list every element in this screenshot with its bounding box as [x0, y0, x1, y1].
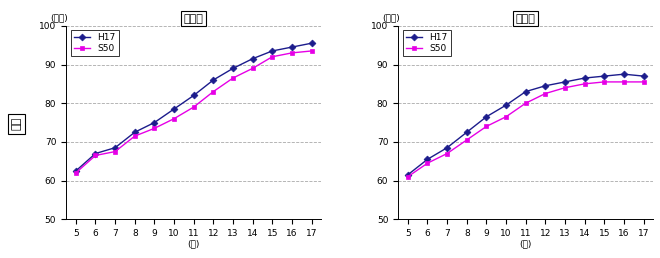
X-axis label: (歳): (歳) [187, 239, 200, 248]
H17 [269, 49, 277, 52]
H17 [150, 121, 158, 124]
Legend: H17, S50: H17, S50 [403, 30, 451, 56]
H17 [620, 73, 628, 76]
S50 [170, 117, 178, 120]
S50 [522, 102, 530, 105]
Text: 座高: 座高 [11, 117, 22, 131]
S50 [561, 86, 569, 89]
Text: (っん): (っん) [383, 13, 401, 22]
S50 [249, 67, 257, 70]
S50 [288, 51, 296, 54]
Title: 女　子: 女 子 [515, 14, 536, 24]
S50 [229, 77, 237, 80]
H17 [288, 45, 296, 49]
S50 [72, 171, 80, 174]
Text: (っん): (っん) [51, 13, 69, 22]
H17 [522, 90, 530, 93]
H17 [443, 146, 451, 149]
S50 [209, 90, 217, 93]
S50 [620, 80, 628, 84]
H17 [308, 42, 315, 45]
S50 [424, 162, 432, 165]
Line: H17: H17 [73, 41, 314, 173]
S50 [541, 92, 549, 95]
H17 [541, 84, 549, 87]
H17 [229, 67, 237, 70]
H17 [209, 78, 217, 82]
S50 [111, 150, 119, 153]
H17 [601, 75, 609, 78]
S50 [404, 175, 412, 178]
S50 [581, 82, 589, 85]
S50 [463, 139, 471, 142]
S50 [482, 125, 490, 128]
H17 [424, 158, 432, 161]
S50 [601, 80, 609, 84]
H17 [249, 57, 257, 60]
H17 [189, 94, 197, 97]
H17 [111, 146, 119, 149]
Line: S50: S50 [405, 79, 646, 179]
S50 [640, 80, 647, 84]
H17 [463, 131, 471, 134]
S50 [443, 152, 451, 155]
S50 [131, 135, 139, 138]
H17 [581, 77, 589, 80]
H17 [170, 107, 178, 110]
H17 [561, 80, 569, 84]
Legend: H17, S50: H17, S50 [71, 30, 119, 56]
S50 [92, 154, 100, 157]
S50 [269, 55, 277, 58]
Line: S50: S50 [73, 49, 314, 175]
S50 [189, 106, 197, 109]
H17 [502, 103, 510, 107]
S50 [150, 127, 158, 130]
Line: H17: H17 [405, 72, 646, 177]
H17 [404, 173, 412, 176]
Title: 男　子: 男 子 [183, 14, 204, 24]
H17 [72, 170, 80, 173]
H17 [482, 115, 490, 118]
H17 [131, 131, 139, 134]
H17 [640, 75, 647, 78]
X-axis label: (歳): (歳) [519, 239, 532, 248]
S50 [502, 115, 510, 118]
H17 [92, 152, 100, 155]
S50 [308, 49, 315, 52]
